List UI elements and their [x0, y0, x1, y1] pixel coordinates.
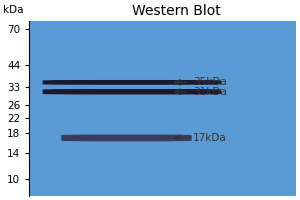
Text: kDa: kDa: [4, 5, 24, 15]
Text: 17kDa: 17kDa: [193, 133, 227, 143]
Text: 35kDa: 35kDa: [193, 77, 227, 87]
FancyBboxPatch shape: [61, 135, 192, 141]
FancyBboxPatch shape: [43, 80, 221, 85]
FancyBboxPatch shape: [43, 89, 221, 94]
Title: Western Blot: Western Blot: [131, 4, 220, 18]
Text: 31kDa: 31kDa: [193, 87, 227, 97]
